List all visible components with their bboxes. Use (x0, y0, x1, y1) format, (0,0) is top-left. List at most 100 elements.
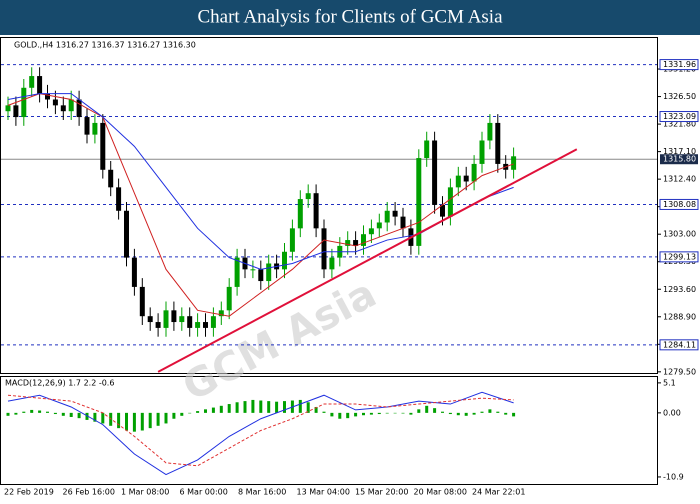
y-tick-label: 1288.90 (663, 312, 696, 321)
candle-body (131, 257, 137, 287)
macd-bar (472, 412, 476, 415)
macd-bar (38, 410, 42, 413)
signal-line (7, 394, 514, 467)
candle-body (29, 76, 35, 88)
macd-bar (456, 412, 460, 416)
x-tick-label: 24 Mar 22:01 (472, 488, 525, 497)
candle-body (463, 175, 469, 182)
macd-bar (46, 411, 49, 413)
candle-body (84, 117, 90, 135)
macd-bar (441, 411, 444, 413)
level-box (659, 198, 699, 210)
x-tick-label: 13 Mar 04:00 (297, 488, 350, 497)
header (0, 0, 700, 35)
candle-body (210, 316, 216, 328)
x-tick-label: 20 Mar 08:00 (414, 488, 467, 497)
candle-body (108, 169, 114, 188)
macd-bar (275, 401, 279, 413)
candle-body (45, 93, 50, 100)
y-tick-label: 1326.50 (663, 92, 696, 101)
macd-bar (251, 399, 255, 413)
macd-bar (338, 412, 342, 419)
macd-bar (377, 412, 381, 415)
candle-body (455, 175, 461, 188)
y-tick-label: 0.00 (663, 408, 681, 417)
macd-bar (322, 411, 326, 413)
macd-bar (30, 409, 34, 413)
macd-bar (22, 411, 26, 413)
macd-bar (243, 401, 247, 413)
candle-body (487, 122, 493, 141)
y-tick-label: 1317.10 (663, 147, 696, 156)
macd-bar (140, 412, 144, 431)
candle-body (155, 322, 161, 328)
moving-average (7, 93, 514, 270)
candle-body (471, 163, 477, 182)
current-price-box (660, 154, 698, 165)
candle-body (297, 199, 303, 229)
macd-panel (0, 376, 658, 485)
candle-body (171, 310, 177, 323)
candle-body (179, 316, 185, 323)
candle-body (124, 210, 129, 258)
macd-bar (156, 412, 160, 426)
x-tick-label: 8 Mar 16:00 (238, 488, 286, 497)
candle-body (305, 193, 311, 200)
macd-bar (306, 402, 310, 413)
macd-bar (298, 399, 302, 413)
candle-body (68, 99, 74, 112)
macd-bar (504, 412, 508, 415)
macd-bar (132, 412, 136, 432)
macd-bar (346, 412, 350, 419)
x-tick-label: 22 Feb 2019 (4, 488, 54, 497)
macd-bar (314, 406, 318, 413)
candle-body (282, 251, 287, 270)
macd-bar (496, 411, 500, 413)
candle-body (100, 122, 106, 170)
macd-line (7, 391, 514, 476)
macd-bar (196, 411, 200, 413)
candle-body (479, 140, 485, 164)
level-label: 1299.13 (663, 252, 696, 261)
macd-bar (267, 401, 271, 413)
macd-bar (101, 412, 105, 424)
candle-body (266, 263, 272, 282)
candle-body (116, 187, 122, 211)
candle-body (416, 158, 422, 246)
page-title: Chart Analysis for Clients of GCM Asia (197, 6, 503, 27)
candle-body (21, 87, 27, 118)
candle-body (345, 240, 351, 246)
macd-bar (53, 412, 57, 415)
macd-bar (330, 412, 334, 417)
level-label: 1284.11 (663, 340, 696, 349)
candle-body (226, 286, 232, 311)
macd-bar (362, 412, 365, 416)
macd-bar (448, 412, 452, 415)
macd-bar (219, 405, 223, 413)
x-tick-label: 1 Mar 08:00 (121, 488, 169, 497)
macd-bar (69, 412, 73, 417)
candle-body (313, 193, 319, 229)
candle-body (234, 257, 240, 287)
candle-body (511, 156, 517, 170)
macd-bar (425, 405, 429, 413)
macd-bar (283, 401, 286, 413)
macd-bar (93, 412, 97, 422)
candle-body (495, 122, 501, 164)
candle-body (392, 210, 398, 217)
macd-bar (433, 408, 437, 413)
candle-body (384, 210, 390, 223)
macd-label: MACD(12,26,9) 1.7 2.2 -0.6 (5, 379, 114, 388)
level-box (659, 59, 699, 71)
macd-bar (259, 400, 263, 413)
y-tick-label: 1279.50 (663, 367, 696, 376)
macd-bar (85, 412, 89, 420)
macd-bar (180, 412, 184, 416)
candle-body (76, 99, 82, 118)
macd-bar (164, 412, 168, 424)
y-tick-label: 5.1 (663, 378, 676, 387)
trendline (157, 148, 578, 373)
level-label: 1323.09 (663, 112, 696, 121)
price-panel (0, 37, 658, 374)
